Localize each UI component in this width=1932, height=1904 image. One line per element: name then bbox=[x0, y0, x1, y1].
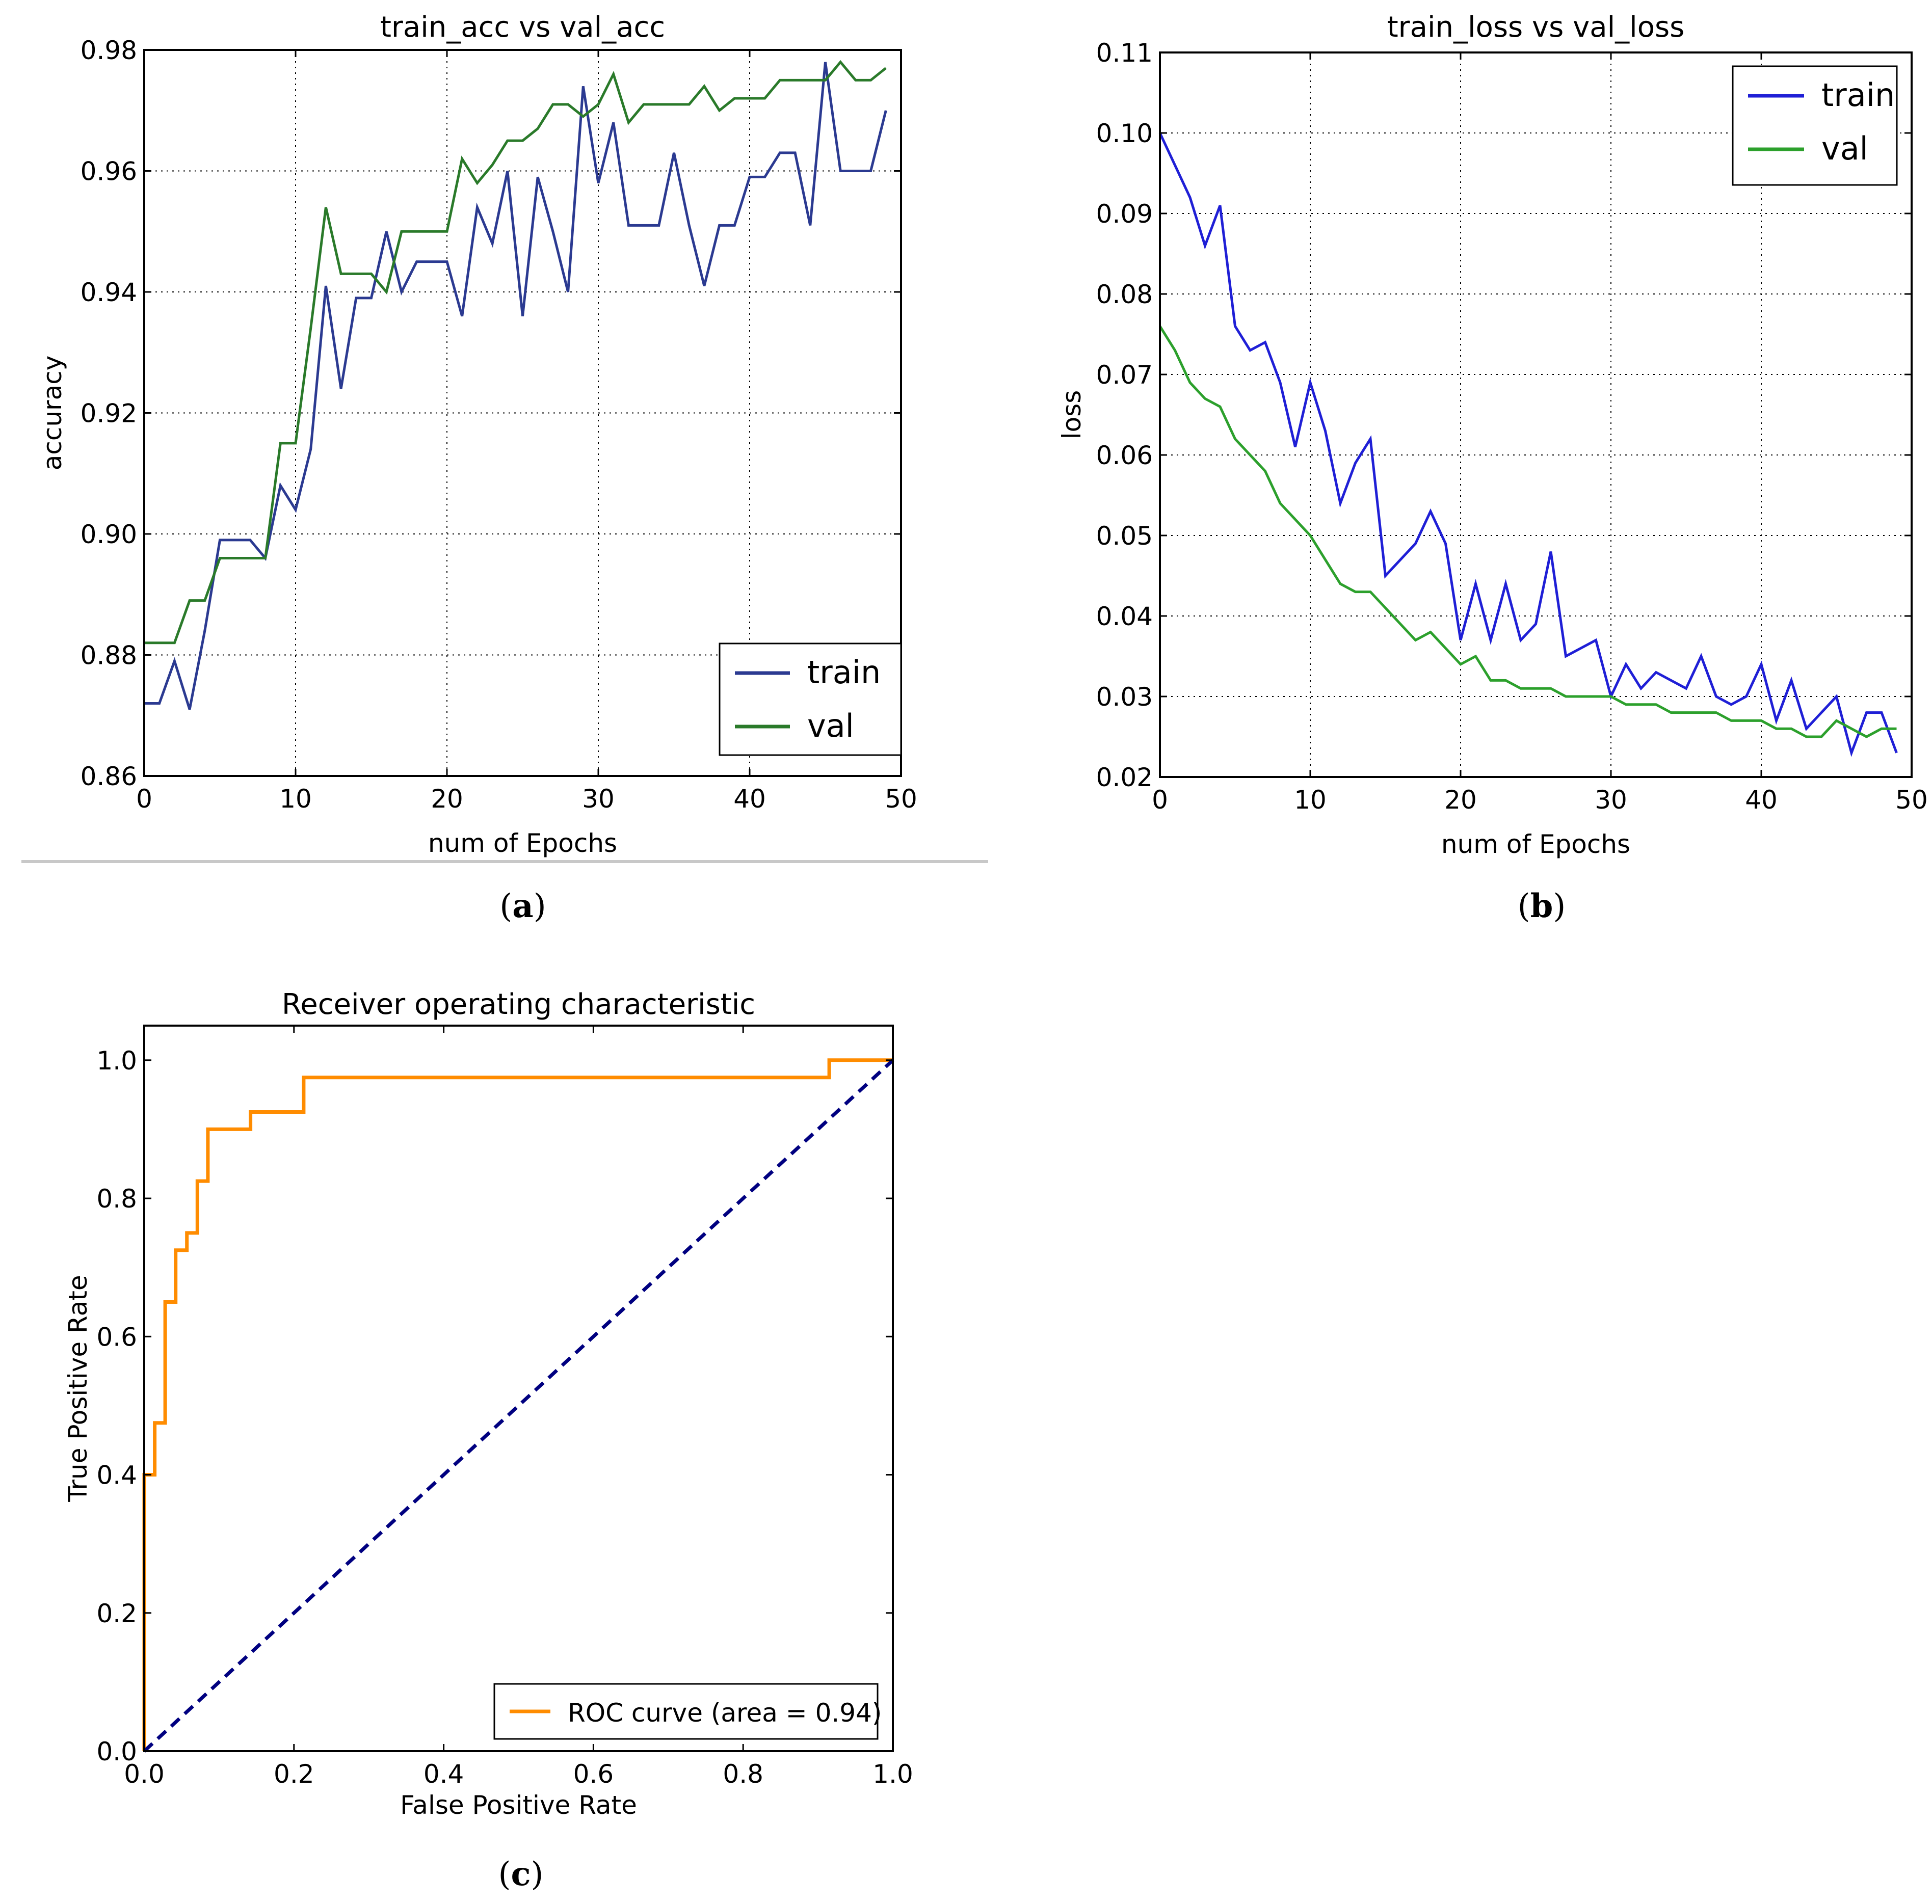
y-tick-label: 1.0 bbox=[96, 1046, 137, 1076]
y-tick-label: 0.88 bbox=[81, 641, 137, 671]
x-tick-label: 10 bbox=[1294, 785, 1327, 815]
y-tick-label: 0.98 bbox=[81, 36, 137, 65]
y-tick-label: 0.92 bbox=[81, 399, 137, 428]
x-tick-label: 0.0 bbox=[124, 1759, 165, 1789]
x-tick-label: 20 bbox=[431, 784, 463, 814]
chart-panel-roc: 0.0 0.2 0.4 0.6 0.8 1.0 0.0 0.2 0.4 0.6 0.8 1.0 Rec… bbox=[63, 988, 913, 1820]
legend: train val bbox=[719, 642, 902, 756]
y-tick-label: 0.06 bbox=[1096, 441, 1153, 470]
legend-box bbox=[1732, 65, 1898, 186]
chart-title: train_acc vs val_acc bbox=[380, 11, 665, 44]
caption-a: (a) bbox=[499, 887, 546, 925]
x-tick-label: 50 bbox=[885, 784, 917, 814]
x-tick-label: 10 bbox=[279, 784, 312, 814]
y-tick-label: 0.4 bbox=[96, 1461, 137, 1490]
y-tick-label: 0.08 bbox=[1096, 280, 1153, 309]
x-tick-label: 0.6 bbox=[573, 1759, 614, 1789]
series-line-train bbox=[1158, 132, 1898, 757]
y-tick-label: 0.02 bbox=[1096, 763, 1153, 792]
y-tick-label: 0.94 bbox=[81, 278, 137, 307]
y-tick-label: 0.10 bbox=[1096, 119, 1153, 148]
x-tick-label: 20 bbox=[1444, 785, 1477, 815]
legend: train val bbox=[1732, 65, 1898, 186]
caption-letter: a bbox=[512, 887, 533, 925]
legend-box bbox=[719, 642, 902, 756]
legend-box bbox=[493, 1683, 879, 1740]
series-line-chance bbox=[143, 1059, 894, 1753]
series-line-val bbox=[1158, 325, 1897, 738]
series-line-val bbox=[144, 60, 887, 645]
chart-panel-loss: 0 10 20 30 40 50 0.02 0.03 0.04 0.05 0.06 0.07 0.08 0… bbox=[1057, 11, 1928, 859]
caption-letter: b bbox=[1530, 887, 1553, 925]
divider-line bbox=[21, 860, 988, 863]
x-axis-label: num of Epochs bbox=[1441, 829, 1630, 859]
y-tick-label: 0.2 bbox=[96, 1599, 137, 1628]
x-axis-label: False Positive Rate bbox=[400, 1790, 637, 1820]
y-tick-label: 0.86 bbox=[81, 762, 137, 791]
x-tick-label: 40 bbox=[1745, 785, 1778, 815]
x-tick-label: 50 bbox=[1895, 785, 1928, 815]
x-tick-label: 0.4 bbox=[424, 1759, 464, 1789]
chart-title: Receiver operating characteristic bbox=[282, 988, 755, 1021]
y-tick-label: 0.8 bbox=[96, 1184, 137, 1214]
y-tick-label: 0.96 bbox=[81, 157, 137, 186]
y-tick-label: 0.11 bbox=[1096, 38, 1153, 68]
svg-text:(b): (b) bbox=[1518, 887, 1566, 925]
legend-label: train bbox=[1821, 76, 1895, 114]
caption-c: (c) bbox=[498, 1855, 544, 1893]
plot-frame bbox=[1159, 51, 1913, 778]
x-tick-label: 30 bbox=[582, 784, 615, 814]
legend-label: val bbox=[1821, 130, 1868, 167]
y-tick-label: 0.0 bbox=[96, 1737, 137, 1766]
x-tick-label: 0 bbox=[1152, 785, 1168, 815]
caption-letter: c bbox=[511, 1855, 531, 1893]
x-tick-label: 0 bbox=[136, 784, 152, 814]
plot-frame bbox=[143, 1025, 894, 1752]
x-tick-label: 40 bbox=[733, 784, 766, 814]
y-axis-label: True Positive Rate bbox=[63, 1275, 93, 1502]
caption-b: (b) bbox=[1518, 887, 1566, 925]
x-tick-label: 0.8 bbox=[723, 1759, 763, 1789]
y-tick-label: 0.04 bbox=[1096, 602, 1153, 631]
legend-label: ROC curve (area = 0.94) bbox=[568, 1698, 882, 1728]
svg-text:(c): (c) bbox=[498, 1855, 544, 1893]
y-tick-label: 0.03 bbox=[1096, 682, 1153, 712]
legend: ROC curve (area = 0.94) bbox=[493, 1683, 882, 1740]
x-tick-label: 1.0 bbox=[872, 1759, 913, 1789]
y-axis-label: loss bbox=[1057, 390, 1087, 440]
svg-text:(a): (a) bbox=[499, 887, 546, 925]
chart-panel-accuracy: 0 10 20 30 40 500.860.880.900.920.940.960.98 … bbox=[38, 11, 917, 858]
x-axis-label: num of Epochs bbox=[428, 828, 617, 858]
legend-label: train bbox=[807, 654, 881, 691]
legend-label: val bbox=[807, 707, 854, 744]
y-tick-label: 0.09 bbox=[1096, 199, 1153, 229]
y-tick-label: 0.90 bbox=[81, 520, 137, 549]
y-tick-label: 0.6 bbox=[96, 1322, 137, 1352]
x-tick-label: 0.2 bbox=[274, 1759, 314, 1789]
chart-title: train_loss vs val_loss bbox=[1387, 11, 1685, 44]
y-tick-label: 0.07 bbox=[1096, 360, 1153, 390]
y-tick-label: 0.05 bbox=[1096, 521, 1153, 551]
x-tick-label: 30 bbox=[1595, 785, 1627, 815]
y-axis-label: accuracy bbox=[38, 356, 67, 471]
series-line-roc bbox=[142, 1058, 893, 1751]
